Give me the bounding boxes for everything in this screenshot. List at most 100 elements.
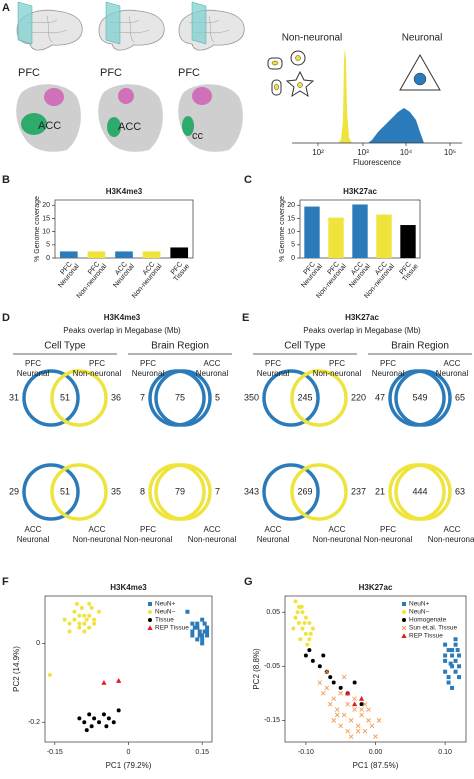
point <box>352 701 358 707</box>
venn-set-label: PFC <box>140 359 156 368</box>
venn-set-label: PFC <box>380 525 396 534</box>
point <box>359 712 364 718</box>
point <box>84 617 89 622</box>
point <box>310 626 315 631</box>
venn-count: 8 <box>140 486 145 496</box>
point <box>47 672 52 677</box>
point <box>303 631 308 636</box>
point <box>197 633 202 638</box>
point <box>345 690 351 696</box>
venn-count: 29 <box>9 486 19 496</box>
venn-circle <box>22 463 80 521</box>
point <box>87 613 92 618</box>
venn-set-label: Neuronal <box>17 369 50 378</box>
point <box>296 621 301 626</box>
point <box>362 701 368 707</box>
point <box>359 707 364 712</box>
venn-set-label: Non-neuronal <box>428 535 474 544</box>
section-label: PFC <box>18 67 40 79</box>
legend-marker <box>148 610 152 614</box>
point <box>185 609 190 614</box>
legend-label: REP Tissue <box>409 633 443 640</box>
point <box>77 716 82 721</box>
venn-circle <box>22 369 80 427</box>
point <box>97 720 102 725</box>
y-tick-label: 20 <box>287 202 295 209</box>
point <box>450 685 455 690</box>
bar <box>400 225 416 258</box>
point <box>101 680 107 685</box>
point <box>195 625 200 630</box>
point <box>202 621 207 626</box>
point <box>366 718 371 723</box>
point <box>87 712 92 717</box>
venn-circle <box>154 463 212 521</box>
venn-set-label: PFC <box>329 359 345 368</box>
point <box>92 621 97 626</box>
point <box>116 678 122 683</box>
point <box>293 615 298 620</box>
point <box>317 664 322 669</box>
cell-label: Neuronal <box>402 33 443 44</box>
point <box>307 637 312 642</box>
point <box>443 658 448 663</box>
legend-marker <box>402 618 406 622</box>
point <box>200 633 205 638</box>
point <box>448 661 453 666</box>
venn-set-label: ACC <box>89 525 106 534</box>
panel-title: H3K27ac <box>345 313 379 322</box>
panel-label: D <box>2 312 10 324</box>
x-axis-label: PC1 (79.2%) <box>106 761 152 770</box>
x-tick-label: 10⁵ <box>444 148 456 157</box>
venn-set-label: ACC <box>265 525 282 534</box>
point <box>104 724 109 729</box>
chart-title: H3K27ac <box>359 583 393 592</box>
venn-count: 51 <box>60 486 70 496</box>
point <box>355 728 361 734</box>
x-tick-label: 0.00 <box>369 749 383 756</box>
y-tick-label: -0.2 <box>28 719 40 726</box>
point <box>341 674 347 680</box>
point <box>303 653 308 658</box>
venn-count: 47 <box>375 392 385 402</box>
point <box>355 723 361 729</box>
y-tick-label: 10 <box>287 228 295 235</box>
venn-set-label: Non-neuronal <box>364 535 413 544</box>
x-tick-label: -0.10 <box>298 749 314 756</box>
point <box>317 680 323 685</box>
x-tick-label: 10³ <box>357 148 369 157</box>
point <box>320 691 326 696</box>
venn-set-label: ACC <box>204 359 221 368</box>
point <box>72 609 77 614</box>
panel-title: H3K4me3 <box>104 313 141 322</box>
legend-marker <box>401 625 407 631</box>
venn-circle <box>262 463 320 521</box>
point <box>293 599 298 604</box>
point <box>308 631 313 636</box>
region-label: cc <box>192 130 204 142</box>
point <box>331 680 336 685</box>
legend-label: Homogenate <box>409 617 447 624</box>
plot-frame <box>44 595 213 743</box>
point <box>352 680 357 685</box>
point <box>376 718 382 723</box>
venn-set-label: PFC <box>25 359 41 368</box>
point <box>352 707 357 712</box>
point <box>327 701 333 707</box>
y-tick-label: 0 <box>46 255 50 262</box>
bar <box>170 247 189 258</box>
point <box>338 685 343 690</box>
venn-count: 350 <box>244 392 259 402</box>
point <box>205 629 210 634</box>
point <box>200 637 205 642</box>
bar <box>328 217 344 258</box>
panel-subtitle: Peaks overlap in Megabase (Mb) <box>303 326 421 335</box>
point <box>443 669 448 674</box>
legend-label: NeuN+ <box>409 601 430 608</box>
venn-set-label: Neuronal <box>196 369 229 378</box>
venn-set-label: Neuronal <box>257 369 290 378</box>
point <box>457 675 462 680</box>
venn-count: 245 <box>297 392 312 402</box>
y-tick-label: 20 <box>42 202 50 209</box>
venn-set-label: Neuronal <box>132 369 165 378</box>
